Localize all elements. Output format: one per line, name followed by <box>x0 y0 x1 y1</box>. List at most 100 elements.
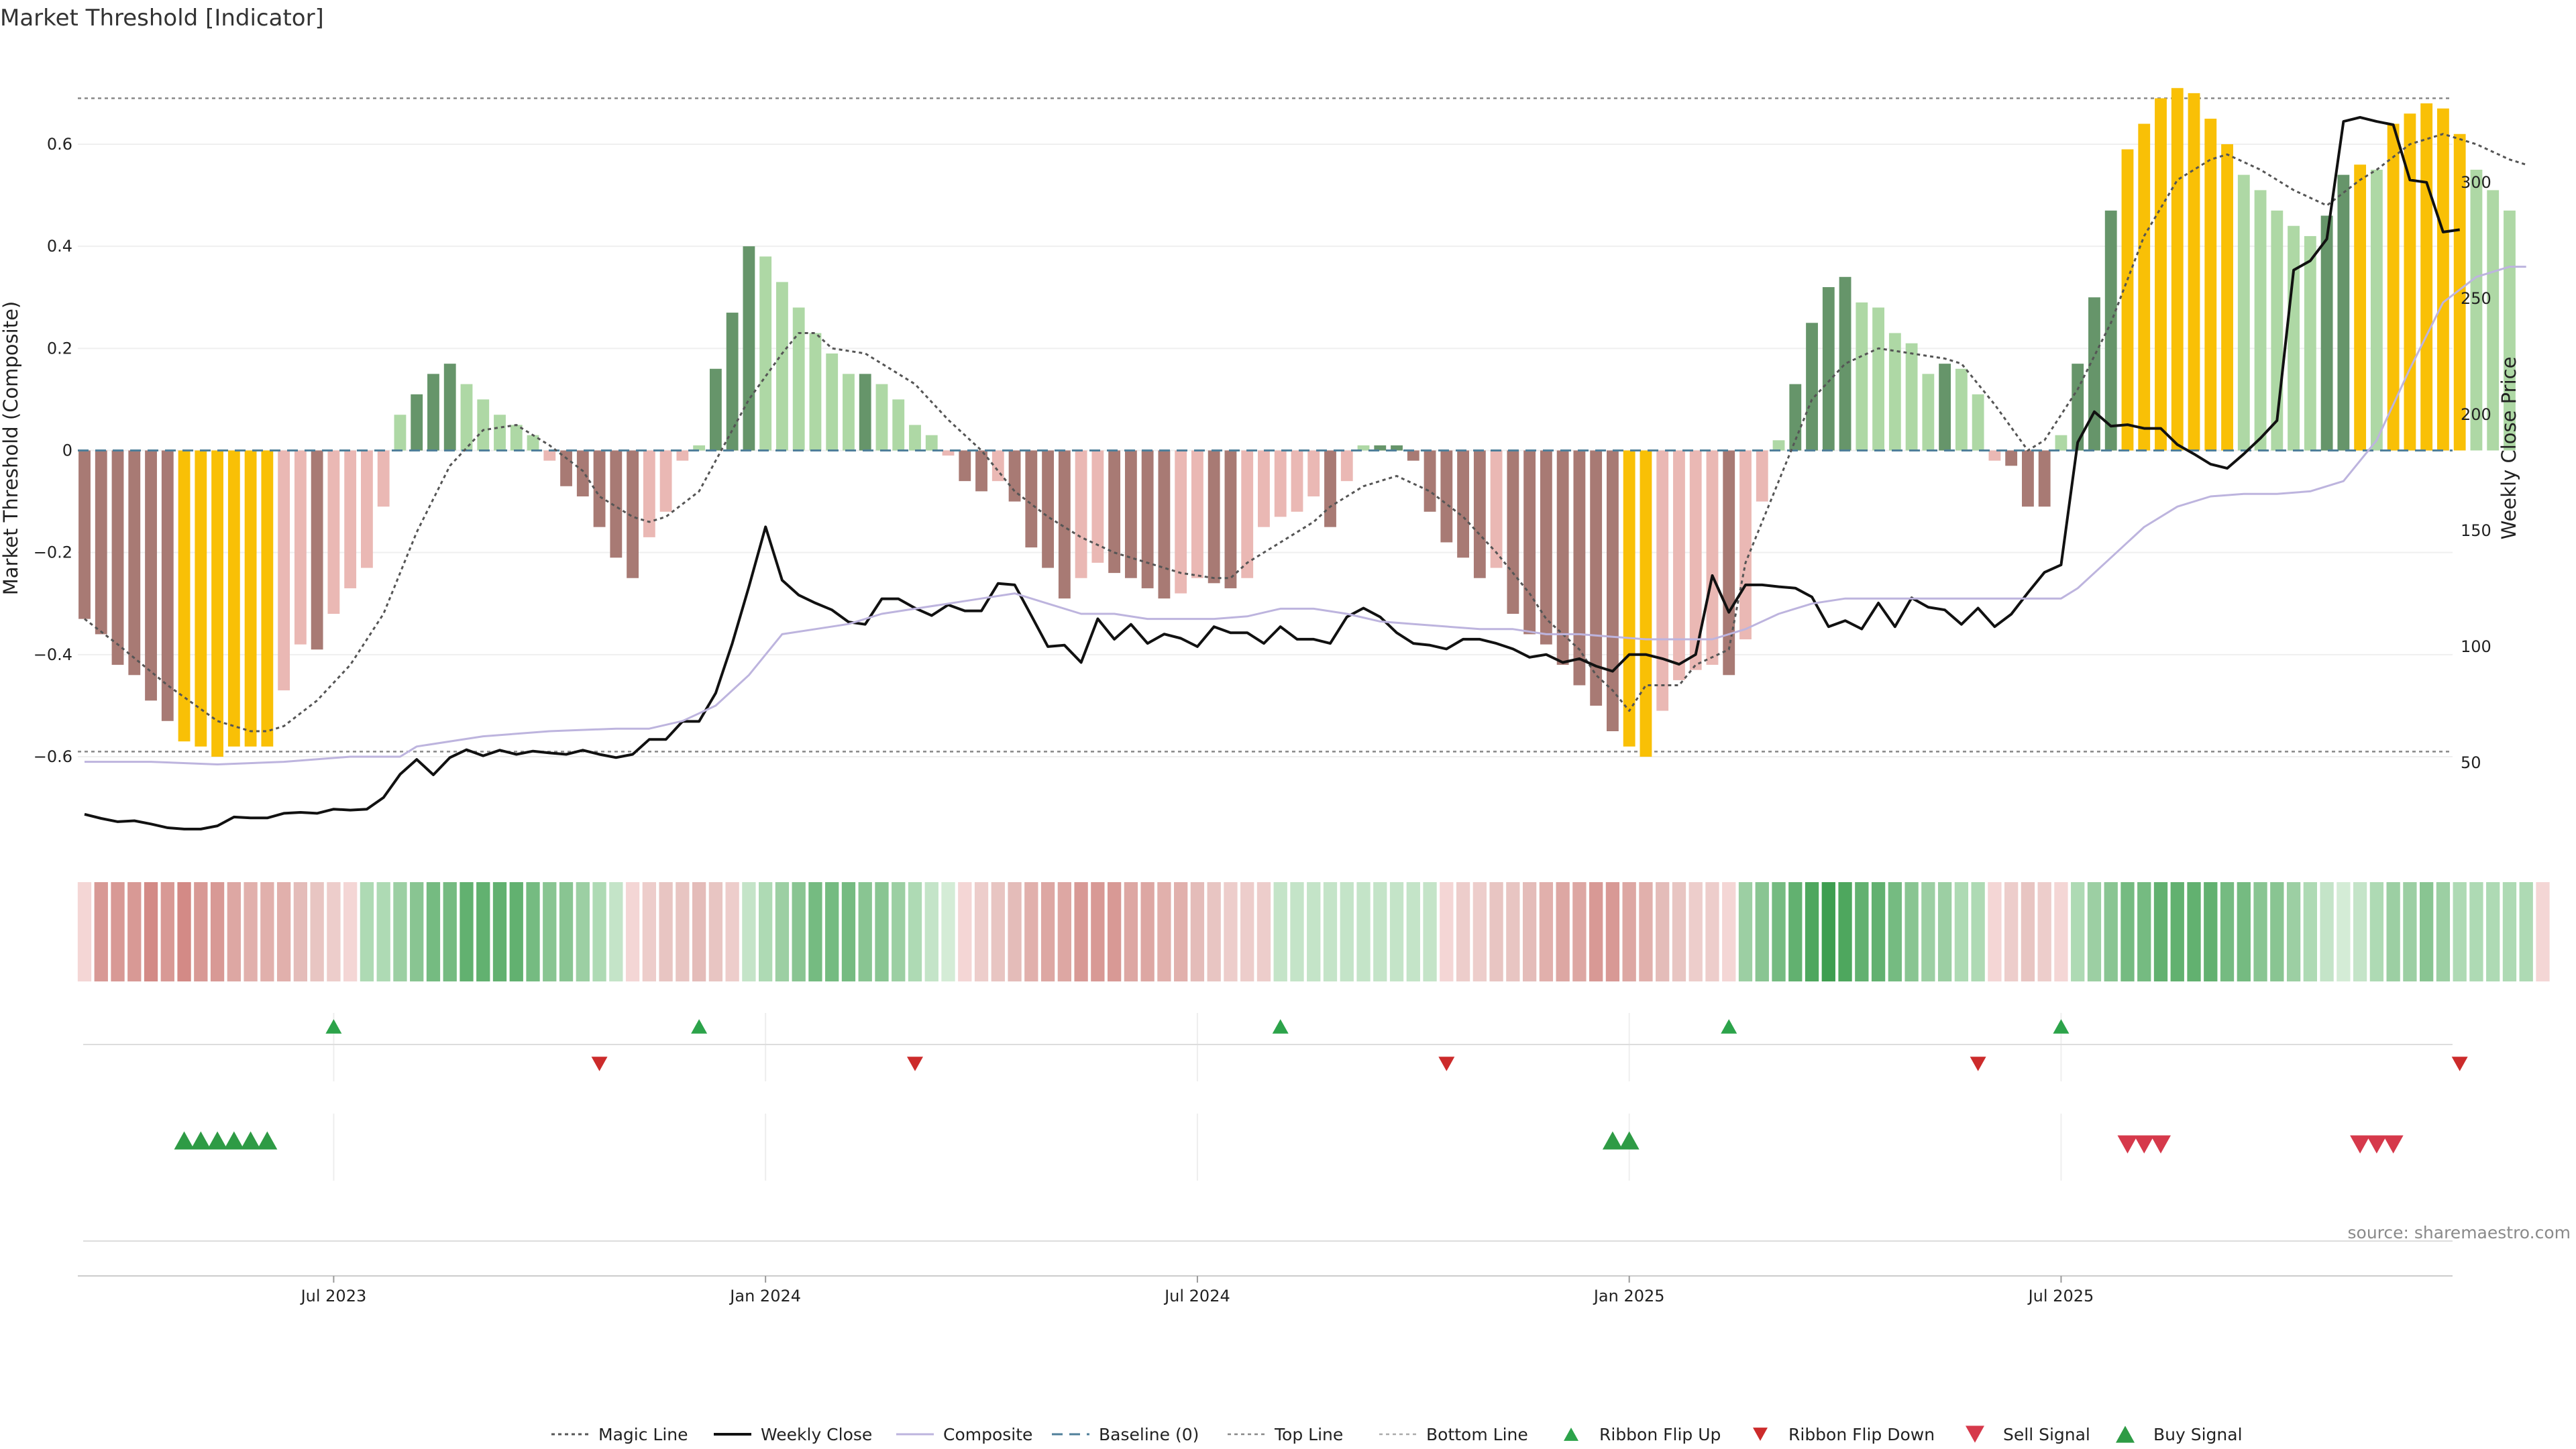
ribbon-cell-85 <box>1489 882 1503 981</box>
bar-90 <box>1573 450 1586 686</box>
bar-71 <box>1258 450 1270 527</box>
bar-96 <box>1673 450 1685 680</box>
buy-signal-3 <box>223 1131 244 1150</box>
ribbon-flip-up-2 <box>1272 1019 1289 1034</box>
ribbon-cell-112 <box>1937 882 1952 981</box>
ribbon-cell-120 <box>2071 882 2085 981</box>
ribbon-cell-102 <box>1772 882 1786 981</box>
ribbon-cell-98 <box>1705 882 1719 981</box>
ribbon-cell-141 <box>2420 882 2434 981</box>
bar-44 <box>809 333 822 451</box>
right-axis-label: Weekly Close Price <box>2498 357 2520 540</box>
ribbon-cell-70 <box>1240 882 1254 981</box>
bar-56 <box>1008 450 1021 502</box>
bar-81 <box>1424 450 1436 512</box>
bar-33 <box>627 450 639 578</box>
ribbon-cell-67 <box>1190 882 1205 981</box>
bar-83 <box>1457 450 1469 558</box>
bar-88 <box>1540 450 1552 645</box>
left-tick-label-3: 0 <box>62 441 72 460</box>
ribbon-cell-31 <box>592 882 606 981</box>
right-tick-label-4: 100 <box>2461 637 2491 656</box>
bar-133 <box>2288 225 2300 451</box>
buy-signal-6 <box>1602 1131 1623 1150</box>
ribbon-cell-92 <box>1605 882 1620 981</box>
bar-31 <box>593 450 606 527</box>
bar-0 <box>78 450 91 619</box>
ribbon-cell-118 <box>2037 882 2051 981</box>
bar-112 <box>1939 364 1951 451</box>
bar-114 <box>1972 394 1984 451</box>
ribbon-flip-up-4 <box>2053 1019 2070 1034</box>
ribbon-cell-32 <box>609 882 623 981</box>
legend-label-2: Composite <box>943 1425 1032 1444</box>
ribbon-cell-39 <box>725 882 739 981</box>
bar-39 <box>726 313 739 451</box>
legend-label-5: Bottom Line <box>1426 1425 1528 1444</box>
bar-46 <box>843 374 855 451</box>
sell-signal-0 <box>2117 1135 2138 1154</box>
bar-68 <box>1208 450 1220 584</box>
ribbon-cell-62 <box>1107 882 1122 981</box>
bar-49 <box>892 399 905 451</box>
ribbon-cell-81 <box>1423 882 1437 981</box>
ribbon-cell-130 <box>2237 882 2251 981</box>
ribbon-cell-46 <box>841 882 856 981</box>
ribbon-cell-48 <box>875 882 889 981</box>
ribbon-cell-123 <box>2121 882 2135 981</box>
bar-11 <box>261 450 274 747</box>
bar-9 <box>227 450 240 747</box>
ribbon-cell-37 <box>692 882 706 981</box>
ribbon-cell-117 <box>2021 882 2035 981</box>
ribbon-cell-106 <box>1838 882 1852 981</box>
ribbon-cell-86 <box>1506 882 1520 981</box>
legend-label-3: Baseline (0) <box>1099 1425 1199 1444</box>
ribbon-cell-20 <box>410 882 424 981</box>
ribbon-cell-82 <box>1440 882 1454 981</box>
ribbon-cell-128 <box>2204 882 2218 981</box>
bar-141 <box>2420 103 2433 451</box>
bar-19 <box>394 415 407 451</box>
ribbon-cell-116 <box>2004 882 2019 981</box>
bar-145 <box>2487 190 2500 451</box>
ribbon-cell-13 <box>293 882 308 981</box>
bar-30 <box>576 450 589 496</box>
ribbon-cell-21 <box>426 882 441 981</box>
bar-87 <box>1523 450 1536 635</box>
x-tick-label-1: Jan 2024 <box>729 1287 801 1305</box>
bar-126 <box>2171 88 2184 451</box>
ribbon-cell-65 <box>1157 882 1171 981</box>
bar-146 <box>2504 210 2516 451</box>
bar-74 <box>1307 450 1320 496</box>
bar-23 <box>460 384 473 451</box>
ribbon-cell-9 <box>227 882 241 981</box>
bar-14 <box>311 450 323 650</box>
bar-76 <box>1340 450 1353 482</box>
ribbon-cell-113 <box>1954 882 1969 981</box>
ribbon-flip-up-1 <box>691 1019 708 1034</box>
ribbon-cell-1 <box>94 882 108 981</box>
bar-45 <box>826 353 839 451</box>
ribbon-cell-66 <box>1174 882 1188 981</box>
bar-106 <box>1839 276 1851 451</box>
ribbon-cell-6 <box>177 882 191 981</box>
bar-10 <box>244 450 257 747</box>
bar-79 <box>1391 445 1403 451</box>
ribbon-cell-76 <box>1340 882 1354 981</box>
ribbon-cell-71 <box>1256 882 1271 981</box>
ribbon-cell-129 <box>2220 882 2235 981</box>
bar-54 <box>975 450 987 492</box>
ribbon-cell-5 <box>160 882 174 981</box>
ribbon-cell-138 <box>2369 882 2384 981</box>
bar-26 <box>510 425 523 451</box>
bar-135 <box>2320 215 2333 451</box>
ribbon-flip-down-2 <box>1438 1057 1455 1071</box>
ribbon-cell-124 <box>2137 882 2151 981</box>
bar-17 <box>361 450 373 568</box>
ribbon-cell-144 <box>2469 882 2483 981</box>
ribbon-cell-145 <box>2486 882 2500 981</box>
bar-60 <box>1075 450 1087 578</box>
ribbon-cell-74 <box>1307 882 1321 981</box>
bar-16 <box>344 450 357 588</box>
